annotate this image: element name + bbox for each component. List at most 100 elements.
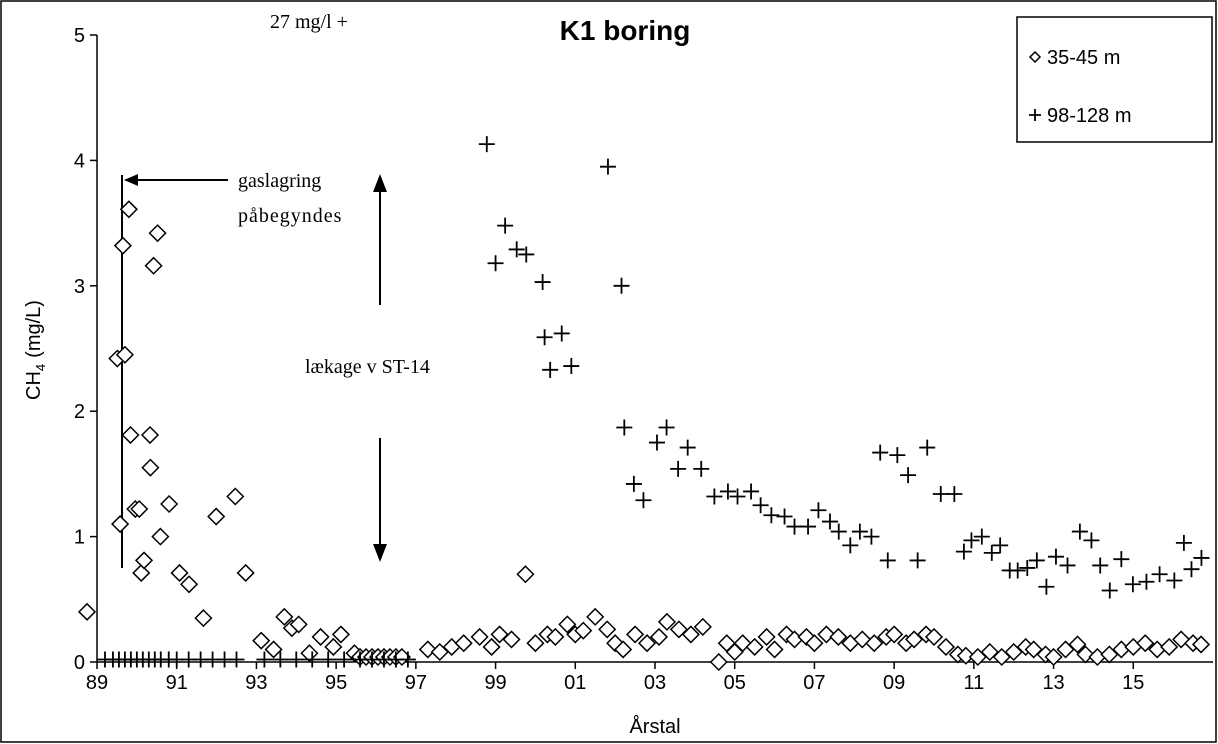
diamond-point bbox=[236, 563, 255, 583]
plus-point bbox=[1019, 559, 1036, 576]
diamond-point bbox=[144, 256, 163, 275]
plus-point bbox=[1151, 566, 1168, 583]
diamond-point bbox=[558, 615, 577, 634]
diamond-point bbox=[1076, 645, 1095, 664]
diamond-point bbox=[482, 637, 501, 657]
plus-point bbox=[518, 246, 535, 263]
diamond-point bbox=[733, 634, 752, 653]
plus-point bbox=[992, 537, 1009, 554]
y-tick-label: 2 bbox=[74, 401, 85, 423]
diamond-point bbox=[765, 640, 784, 659]
plus-point bbox=[900, 467, 917, 484]
plus-point bbox=[851, 523, 868, 540]
diamond-point bbox=[829, 627, 848, 646]
diamond-point bbox=[1160, 637, 1179, 657]
diamond-point bbox=[141, 458, 160, 477]
diamond-point bbox=[121, 425, 140, 445]
plus-point bbox=[879, 552, 896, 569]
x-tick-label: 93 bbox=[245, 672, 267, 694]
plus-point bbox=[963, 532, 980, 549]
plus-point bbox=[909, 552, 926, 569]
plus-point bbox=[693, 460, 710, 477]
plus-point bbox=[648, 434, 665, 451]
plus-point bbox=[658, 419, 675, 436]
plus-point bbox=[983, 544, 1000, 561]
diamond-point bbox=[300, 644, 319, 663]
plus-point bbox=[1101, 582, 1118, 599]
x-tick-label: 05 bbox=[724, 672, 746, 694]
x-tick-label: 09 bbox=[883, 672, 905, 694]
x-tick-label: 13 bbox=[1042, 672, 1064, 694]
plus-point bbox=[613, 277, 630, 294]
diamond-point bbox=[289, 615, 308, 634]
plus-point bbox=[304, 651, 321, 668]
diamond-point bbox=[709, 652, 728, 672]
diamond-point bbox=[1068, 635, 1087, 654]
plus-point bbox=[508, 241, 525, 258]
diamond-point bbox=[113, 236, 132, 255]
plus-point bbox=[1047, 548, 1064, 565]
diamond-point bbox=[324, 637, 343, 657]
diamond-point bbox=[865, 634, 884, 653]
diamond-point bbox=[885, 625, 904, 644]
diamond-point bbox=[132, 563, 151, 583]
plus-point bbox=[599, 158, 616, 175]
plus-point bbox=[800, 518, 817, 535]
diamond-point bbox=[194, 609, 213, 628]
plus-point bbox=[542, 361, 559, 378]
diamond-point bbox=[77, 602, 97, 621]
plus-point bbox=[719, 483, 736, 500]
diamond-point bbox=[160, 494, 179, 514]
diamond-point bbox=[275, 607, 294, 626]
diamond-point bbox=[516, 565, 535, 584]
diamond-point bbox=[115, 345, 134, 364]
diamond-point bbox=[470, 627, 489, 646]
diamond-point bbox=[1191, 635, 1211, 654]
legend-marker bbox=[1028, 50, 1042, 64]
plus-point bbox=[889, 447, 906, 464]
diamond-point bbox=[151, 527, 170, 546]
x-tick-label: 03 bbox=[644, 672, 666, 694]
plus-point bbox=[842, 537, 859, 554]
plus-point bbox=[1193, 549, 1210, 566]
x-tick-label: 95 bbox=[325, 672, 347, 694]
legend-label: 35-45 m bbox=[1047, 47, 1120, 69]
annotation: påbegyndes bbox=[238, 205, 342, 227]
diamond-point bbox=[264, 640, 283, 659]
diamond-point bbox=[502, 630, 521, 649]
diamond-point bbox=[757, 627, 776, 646]
y-tick-label: 3 bbox=[74, 276, 85, 298]
plus-point bbox=[336, 651, 353, 668]
plus-point bbox=[821, 513, 838, 530]
y-tick-label: 0 bbox=[74, 652, 85, 674]
y-tick-label: 5 bbox=[74, 25, 85, 47]
diamond-point bbox=[526, 634, 545, 653]
plus-point bbox=[946, 485, 963, 502]
plus-point bbox=[932, 485, 949, 502]
diamond-point bbox=[331, 625, 350, 644]
diamond-point bbox=[574, 621, 593, 640]
plus-point bbox=[320, 651, 337, 668]
plus-point bbox=[1124, 576, 1141, 593]
plus-point bbox=[1092, 557, 1109, 574]
plus-point bbox=[786, 518, 803, 535]
x-tick-label: 01 bbox=[564, 672, 586, 694]
plus-point bbox=[534, 274, 551, 291]
annotation: gaslagring bbox=[238, 170, 321, 192]
plus-point bbox=[919, 439, 936, 456]
diamond-point bbox=[119, 200, 138, 219]
y-tick-label: 1 bbox=[74, 527, 85, 549]
plus-point bbox=[670, 460, 687, 477]
legend-label: 98-128 m bbox=[1047, 105, 1132, 127]
plus-point bbox=[1038, 578, 1055, 595]
diamond-point bbox=[681, 625, 700, 644]
plus-point bbox=[1009, 562, 1026, 579]
plus-point bbox=[616, 419, 633, 436]
diamond-point bbox=[148, 224, 167, 243]
plus-point bbox=[563, 358, 580, 375]
diamond-point bbox=[956, 646, 975, 665]
annotation: lækage v ST-14 bbox=[305, 356, 430, 378]
plus-point bbox=[536, 329, 553, 346]
plus-point bbox=[1138, 573, 1155, 590]
